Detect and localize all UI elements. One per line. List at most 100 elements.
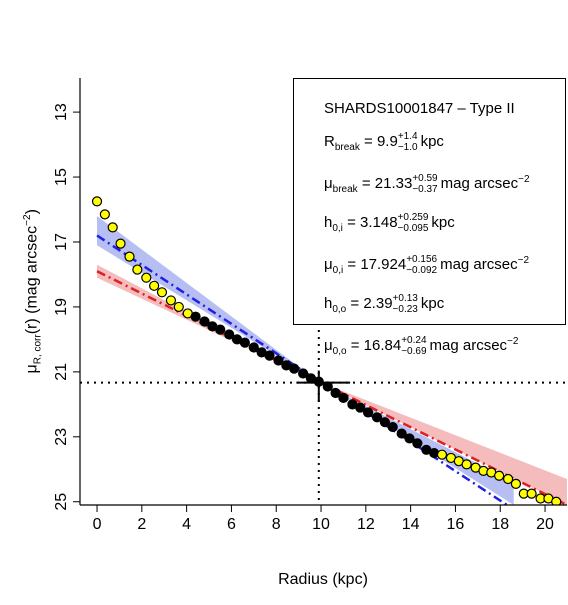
param-sub: 0,o [332, 346, 347, 357]
x-tick-label: 8 [272, 516, 281, 533]
param-symbol: μ [324, 337, 333, 354]
param-sub: 0,i [332, 222, 343, 234]
x-tick-label: 14 [402, 516, 420, 533]
x-tick-label: 20 [536, 516, 554, 533]
param-sub: break [332, 184, 358, 195]
param-minus: −0.37 [412, 184, 438, 196]
y-label-end: ) [23, 209, 41, 215]
param-unit: kpc [420, 132, 444, 150]
param-minus: −1.0 [397, 141, 418, 153]
param-minus: −0.095 [397, 222, 429, 234]
legend-row: μbreak = 21.33 +0.59 −0.37 mag arcsec−2 [324, 164, 565, 207]
param-value: = 16.84 [346, 337, 402, 354]
y-tick-label: 19 [53, 298, 70, 316]
data-point [273, 355, 284, 366]
x-tick-label: 0 [93, 516, 102, 533]
param-plus: +1.4 [397, 130, 418, 142]
data-point [404, 433, 415, 444]
data-point [239, 337, 250, 348]
legend-row: h0,i = 3.148 +0.259 −0.095 kpc [324, 207, 565, 246]
param-unit: kpc [431, 213, 455, 231]
data-point [510, 478, 522, 489]
data-point [107, 222, 118, 233]
param-minus: −0.092 [406, 265, 438, 277]
data-point [396, 428, 407, 439]
data-point [387, 421, 398, 433]
param-plus: +0.156 [406, 254, 438, 266]
legend-row: h0,o = 2.39 +0.13 −0.23 kpc [324, 288, 565, 327]
data-point [502, 473, 514, 485]
param-unit-sup: −2 [518, 174, 530, 185]
x-tick-label: 18 [491, 516, 509, 533]
param-errors: +0.259 −0.095 [398, 212, 429, 234]
x-tick-label: 16 [447, 516, 465, 533]
legend-box: SHARDS10001847 – Type II Rbreak = 9.9 +1.4… [293, 78, 566, 357]
y-tick-label: 23 [53, 428, 70, 446]
data-point [289, 363, 300, 374]
data-point [526, 488, 537, 499]
param-symbol: μ [324, 175, 333, 192]
data-point [461, 459, 472, 470]
param-errors: +1.4 −1.0 [398, 131, 418, 153]
param-unit: mag arcsec [440, 175, 519, 192]
param-unit: kpc [420, 294, 445, 312]
x-tick-label: 10 [312, 516, 330, 533]
param-errors: +0.59 −0.37 [412, 173, 437, 195]
param-value: = 2.39 [346, 294, 393, 312]
param-plus: +0.259 [397, 211, 429, 223]
data-point [224, 329, 235, 340]
legend-row: μ0,o = 16.84 +0.24 −0.69 mag arcsec−2 [324, 326, 565, 369]
param-unit-sup: −2 [517, 255, 530, 266]
y-tick-label: 17 [53, 233, 70, 251]
x-tick-label: 6 [227, 516, 236, 533]
data-point [124, 251, 135, 262]
param-value: = 21.33 [357, 175, 413, 192]
y-tick-label: 21 [53, 363, 70, 381]
error-band [97, 264, 567, 505]
data-point [379, 417, 390, 428]
x-tick-label: 2 [137, 516, 146, 533]
param-value: = 9.9 [359, 132, 398, 150]
param-sub: break [334, 141, 360, 153]
data-point [298, 368, 309, 379]
x-tick-label: 12 [357, 516, 375, 533]
param-minus: −0.69 [401, 346, 427, 358]
param-errors: +0.156 −0.092 [406, 254, 437, 276]
param-plus: +0.13 [392, 292, 418, 304]
data-point [338, 392, 349, 403]
x-axis-label: Radius (kpc) [278, 571, 368, 588]
legend-row: μ0,i = 17.924 +0.156 −0.092 mag arcsec−2 [324, 245, 565, 288]
data-point [149, 280, 160, 291]
data-point [215, 324, 226, 335]
param-errors: +0.24 −0.69 [401, 335, 426, 357]
data-point [115, 238, 126, 249]
param-symbol: R [324, 132, 335, 150]
data-point [248, 342, 259, 353]
data-point [199, 316, 210, 327]
param-value: = 17.924 [343, 256, 407, 273]
data-point [494, 470, 505, 481]
param-unit: mag arcsec [440, 256, 518, 273]
error-band [97, 216, 514, 505]
x-tick-label: 4 [182, 516, 191, 533]
data-point [91, 196, 103, 207]
param-minus: −0.23 [392, 303, 418, 315]
param-sub: 0,i [332, 265, 344, 276]
y-label-mid: (r) (mag arcsec [23, 225, 41, 335]
data-point [371, 412, 383, 423]
legend-title: SHARDS10001847 – Type II [324, 100, 515, 117]
data-point [190, 311, 201, 322]
y-label-sup: −2 [22, 214, 33, 226]
data-point [173, 301, 184, 313]
data-point [551, 496, 562, 505]
param-symbol: μ [324, 256, 333, 273]
param-errors: +0.13 −0.23 [393, 293, 418, 315]
param-unit: mag arcsec [429, 337, 508, 354]
param-plus: +0.59 [412, 173, 438, 185]
fit-line [96, 270, 567, 505]
y-label-symbol: μ [23, 364, 41, 374]
data-point [99, 209, 110, 220]
data-point [436, 449, 448, 460]
param-unit-sup: −2 [507, 336, 519, 347]
